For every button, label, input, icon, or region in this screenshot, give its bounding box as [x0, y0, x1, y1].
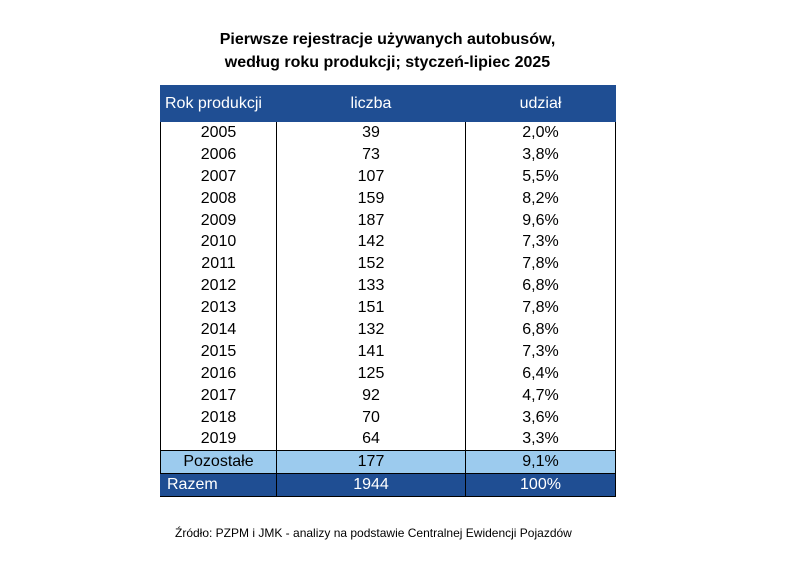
count-cell: 125	[276, 362, 466, 385]
total-share: 100%	[465, 473, 616, 498]
table-row: 2008 159 8,2%	[160, 187, 616, 210]
header-share: udział	[465, 85, 616, 122]
registrations-table: Rok produkcji liczba udział 2005 39 2,0% 20…	[160, 85, 616, 498]
header-count: liczba	[276, 85, 466, 122]
year-cell: 2014	[160, 319, 277, 341]
share-cell: 5,5%	[465, 165, 616, 188]
count-cell: 132	[276, 319, 466, 341]
count-cell: 70	[276, 406, 466, 429]
table-row: 2013 151 7,8%	[160, 297, 616, 320]
count-cell: 133	[276, 275, 466, 298]
other-label: Pozostałe	[160, 450, 277, 475]
table-row: 2009 187 9,6%	[160, 209, 616, 232]
table-row: 2005 39 2,0%	[160, 121, 616, 144]
table-row: 2019 64 3,3%	[160, 428, 616, 451]
share-cell: 3,3%	[465, 428, 616, 451]
share-cell: 3,8%	[465, 143, 616, 166]
table-row: 2016 125 6,4%	[160, 362, 616, 385]
year-cell: 2019	[160, 428, 277, 451]
year-cell: 2010	[160, 231, 277, 254]
other-count: 177	[276, 450, 466, 475]
share-cell: 6,8%	[465, 275, 616, 298]
table-title: Pierwsze rejestracje używanych autobusów…	[160, 28, 615, 74]
count-cell: 73	[276, 143, 466, 166]
count-cell: 151	[276, 297, 466, 320]
total-row: Razem 1944 100%	[160, 473, 616, 498]
count-cell: 107	[276, 165, 466, 188]
other-share: 9,1%	[465, 450, 616, 475]
year-cell: 2016	[160, 362, 277, 385]
year-cell: 2006	[160, 143, 277, 166]
year-cell: 2013	[160, 297, 277, 320]
share-cell: 7,3%	[465, 231, 616, 254]
table-row: 2018 70 3,6%	[160, 406, 616, 429]
table-row: 2014 132 6,8%	[160, 319, 616, 341]
share-cell: 7,8%	[465, 297, 616, 320]
source-note: Źródło: PZPM i JMK - analizy na podstawi…	[175, 526, 572, 540]
table-row: 2017 92 4,7%	[160, 384, 616, 407]
share-cell: 2,0%	[465, 121, 616, 144]
share-cell: 6,4%	[465, 362, 616, 385]
year-cell: 2008	[160, 187, 277, 210]
year-cell: 2011	[160, 253, 277, 276]
count-cell: 64	[276, 428, 466, 451]
year-cell: 2015	[160, 340, 277, 363]
table-body: 2005 39 2,0% 2006 73 3,8% 2007 107 5,5% 2008 159 8,…	[160, 121, 616, 451]
header-row: Rok produkcji liczba udział	[160, 85, 616, 122]
share-cell: 3,6%	[465, 406, 616, 429]
year-cell: 2018	[160, 406, 277, 429]
count-cell: 152	[276, 253, 466, 276]
share-cell: 4,7%	[465, 384, 616, 407]
share-cell: 9,6%	[465, 209, 616, 232]
header-year: Rok produkcji	[160, 85, 277, 122]
count-cell: 187	[276, 209, 466, 232]
year-cell: 2012	[160, 275, 277, 298]
year-cell: 2005	[160, 121, 277, 144]
table-row: 2010 142 7,3%	[160, 231, 616, 254]
title-line-1: Pierwsze rejestracje używanych autobusów…	[219, 31, 556, 48]
year-cell: 2017	[160, 384, 277, 407]
total-label: Razem	[160, 473, 277, 498]
share-cell: 8,2%	[465, 187, 616, 210]
table-row: 2007 107 5,5%	[160, 165, 616, 188]
share-cell: 7,3%	[465, 340, 616, 363]
share-cell: 7,8%	[465, 253, 616, 276]
count-cell: 142	[276, 231, 466, 254]
count-cell: 159	[276, 187, 466, 210]
count-cell: 39	[276, 121, 466, 144]
table-row: 2011 152 7,8%	[160, 253, 616, 276]
share-cell: 6,8%	[465, 319, 616, 341]
count-cell: 92	[276, 384, 466, 407]
title-line-2: według roku produkcji; styczeń-lipiec 20…	[224, 54, 551, 71]
count-cell: 141	[276, 340, 466, 363]
year-cell: 2007	[160, 165, 277, 188]
total-count: 1944	[276, 473, 466, 498]
other-row: Pozostałe 177 9,1%	[160, 450, 616, 475]
table-row: 2015 141 7,3%	[160, 340, 616, 363]
year-cell: 2009	[160, 209, 277, 232]
table-row: 2006 73 3,8%	[160, 143, 616, 166]
table-row: 2012 133 6,8%	[160, 275, 616, 298]
